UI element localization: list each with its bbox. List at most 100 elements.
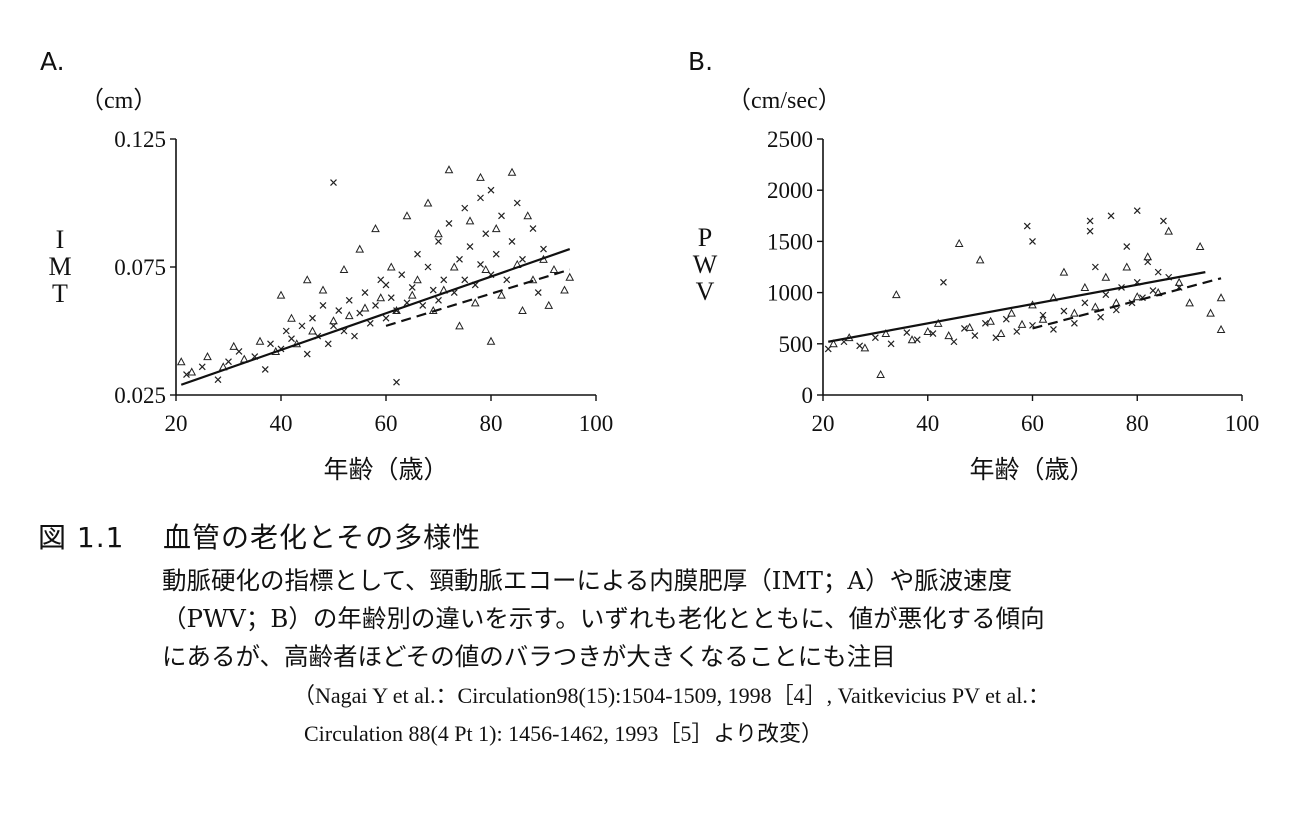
x-tick-label: 40: [916, 411, 939, 436]
data-point-cross: [382, 314, 390, 322]
data-point-cross: [940, 278, 947, 286]
data-point-triangle: [1091, 302, 1100, 311]
data-point-triangle: [287, 313, 296, 322]
data-point-triangle: [829, 339, 838, 348]
data-point-triangle: [507, 167, 517, 176]
data-point-cross: [214, 376, 222, 384]
data-point-triangle: [1216, 324, 1226, 333]
x-axis-label: 年齢（歳）: [969, 455, 1094, 484]
data-point-cross: [492, 250, 500, 258]
data-point-triangle: [449, 262, 459, 271]
y-tick-label: 0.075: [114, 255, 166, 280]
data-point-cross: [950, 338, 958, 346]
data-point-cross: [513, 199, 521, 207]
data-point-triangle: [229, 341, 239, 350]
x-tick-label: 100: [579, 411, 614, 436]
data-point-cross: [477, 194, 484, 202]
data-point-triangle: [1164, 226, 1174, 235]
data-point-cross: [482, 230, 490, 238]
data-point-cross: [445, 220, 453, 227]
data-point-triangle: [523, 211, 533, 220]
data-point-triangle: [455, 321, 464, 330]
data-point-cross: [903, 329, 911, 336]
data-point-cross: [1050, 326, 1057, 333]
data-point-cross: [1123, 243, 1131, 250]
data-point-cross: [461, 276, 469, 284]
data-point-cross: [1102, 291, 1110, 299]
data-point-triangle: [376, 293, 386, 302]
y-unit-label: （cm）: [80, 88, 157, 114]
y-tick-label: 0.025: [114, 383, 166, 408]
fit-line-solid: [828, 271, 1206, 343]
data-point-cross: [377, 276, 385, 284]
data-point-triangle: [465, 216, 475, 225]
data-point-cross: [267, 340, 274, 348]
data-point-cross: [398, 271, 406, 279]
fit-line-dashed: [385, 268, 571, 327]
data-point-cross: [1070, 319, 1078, 327]
x-tick-label: 60: [1021, 411, 1044, 436]
data-point-triangle: [423, 198, 433, 207]
data-point-triangle: [481, 265, 491, 274]
data-point-triangle: [907, 335, 917, 344]
data-point-triangle: [544, 300, 554, 309]
data-point-triangle: [965, 322, 974, 331]
data-point-triangle: [1017, 319, 1027, 328]
panel-label: A.: [40, 47, 65, 76]
data-point-cross: [519, 255, 526, 263]
data-point-cross: [1112, 306, 1120, 314]
data-point-cross: [345, 296, 353, 304]
x-tick-label: 20: [812, 411, 835, 436]
data-point-cross: [435, 296, 442, 304]
caption-line-2: （PWV；B）の年齢別の違いを示す。いずれも老化とともに、値が悪化する傾向: [162, 604, 1045, 633]
data-point-cross: [1060, 307, 1068, 315]
data-point-cross: [981, 319, 989, 327]
data-point-cross: [529, 225, 537, 233]
data-point-triangle: [1059, 267, 1069, 276]
data-point-triangle: [360, 303, 370, 312]
data-point-cross: [183, 371, 190, 378]
data-point-triangle: [1132, 292, 1142, 301]
panel-label: B.: [688, 47, 713, 76]
data-point-triangle: [497, 290, 506, 299]
data-point-triangle: [1080, 282, 1090, 291]
figure-caption: 図 1.1 血管の老化とその多様性 動脈硬化の指標として、頸動脈エコーによる内膜肥…: [38, 516, 1288, 752]
data-point-cross: [419, 301, 427, 309]
data-point-cross: [198, 363, 206, 371]
caption-title-row: 図 1.1 血管の老化とその多様性: [38, 516, 1288, 556]
data-point-cross: [534, 289, 542, 297]
data-point-cross: [856, 342, 864, 350]
data-point-triangle: [386, 262, 396, 271]
data-point-cross: [498, 212, 505, 220]
data-point-triangle: [1007, 308, 1016, 317]
data-point-cross: [330, 179, 337, 186]
x-tick-label: 60: [375, 411, 398, 436]
y-tick-label: 2000: [767, 178, 813, 203]
y-tick-label: 1000: [767, 281, 813, 306]
data-point-cross: [424, 263, 432, 271]
data-point-cross: [540, 245, 547, 253]
data-point-triangle: [255, 336, 265, 345]
data-point-triangle: [308, 326, 317, 335]
data-point-cross: [1029, 237, 1036, 245]
data-point-triangle: [1143, 252, 1153, 261]
data-point-cross: [282, 327, 290, 335]
data-point-cross: [309, 314, 316, 322]
data-point-cross: [288, 335, 295, 343]
data-point-cross: [1023, 222, 1031, 230]
data-point-cross: [477, 261, 484, 268]
data-point-triangle: [549, 265, 559, 274]
data-point-triangle: [954, 238, 964, 247]
citation-line-1: （Nagai Y et al.：Circulation98(15):1504-1…: [293, 683, 1050, 708]
data-point-triangle: [470, 298, 480, 307]
data-point-cross: [351, 332, 358, 340]
y-unit-label: （cm/sec）: [727, 88, 842, 114]
fit-line-dashed: [1032, 277, 1222, 330]
data-point-cross: [1097, 313, 1105, 321]
data-point-triangle: [344, 311, 354, 320]
data-point-triangle: [876, 369, 885, 379]
data-point-cross: [871, 334, 879, 342]
data-point-triangle: [276, 290, 286, 299]
data-point-triangle: [302, 275, 312, 284]
